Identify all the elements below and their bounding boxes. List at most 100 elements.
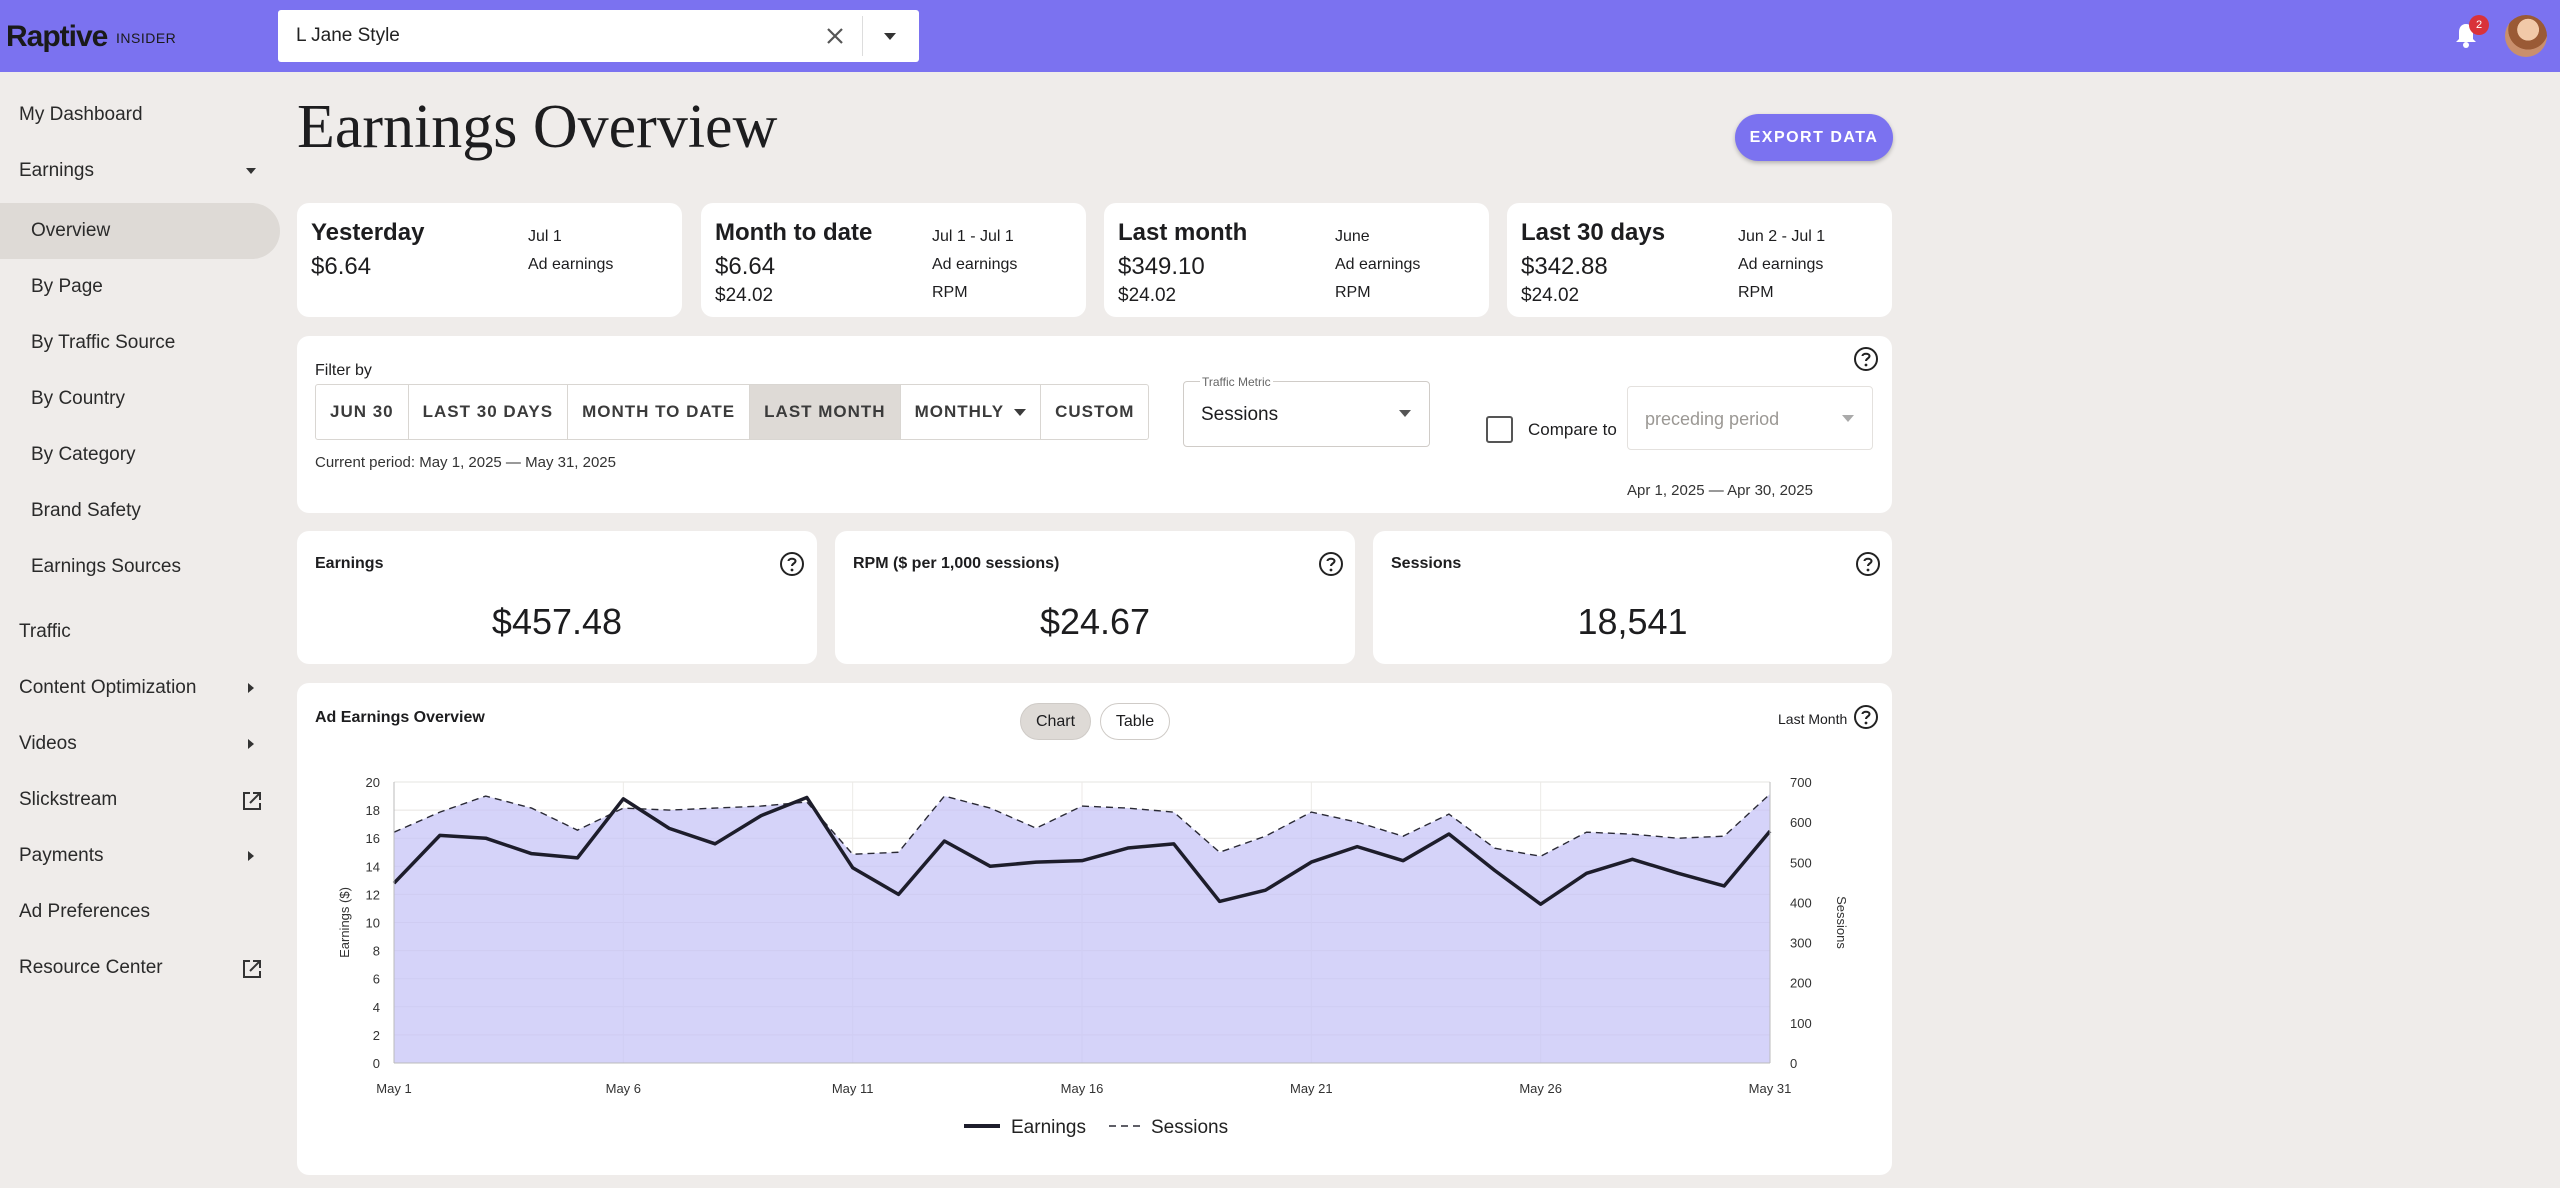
summary-date: Jul 1 [528, 228, 562, 245]
period-last-month-button[interactable]: LAST MONTH [750, 385, 901, 439]
y2-tick-label: 300 [1790, 936, 1812, 951]
chart-view-toggle[interactable]: Chart [1020, 703, 1091, 740]
metric-card-rpm: RPM ($ per 1,000 sessions) $24.67 [835, 531, 1355, 664]
metric-card-sessions: Sessions 18,541 [1373, 531, 1892, 664]
y-tick-label: 20 [366, 775, 380, 790]
sessions-area [394, 794, 1770, 1063]
period-segmented-control: JUN 30 LAST 30 DAYS MONTH TO DATE LAST M… [315, 384, 1150, 440]
traffic-metric-select[interactable]: Traffic Metric Sessions [1183, 375, 1430, 447]
metric-value: $24.67 [1039, 601, 1151, 642]
y-tick-label: 6 [373, 972, 380, 987]
avatar[interactable] [2505, 15, 2547, 57]
sidebar-item-brand-safety[interactable]: Brand Safety [0, 483, 280, 539]
sidebar-item-earnings-sources[interactable]: Earnings Sources [0, 539, 280, 595]
caret-right-icon [248, 683, 254, 693]
select-divider [862, 16, 863, 56]
logo-subtitle: INSIDER [116, 30, 177, 46]
period-month-to-date-button[interactable]: MONTH TO DATE [568, 385, 751, 439]
help-icon[interactable] [779, 551, 805, 577]
y-tick-label: 10 [366, 916, 380, 931]
filter-card: Filter by JUN 30 LAST 30 DAYS MONTH TO D… [297, 336, 1892, 513]
table-view-toggle[interactable]: Table [1100, 703, 1170, 740]
x-tick-label: May 11 [832, 1081, 874, 1096]
period-custom-button[interactable]: CUSTOM [1055, 402, 1135, 421]
summary-card-month-to-date: Month to date $6.64 $24.02 Jul 1 - Jul 1… [701, 203, 1086, 317]
earnings-line [392, 795, 1772, 906]
summary-value: $342.88 [1521, 253, 1608, 280]
x-tick-label: May 21 [1290, 1081, 1333, 1096]
compare-period-select[interactable]: preceding period [1627, 386, 1873, 450]
sidebar-item-payments[interactable]: Payments [0, 828, 280, 884]
traffic-metric-value: Sessions [1201, 404, 1279, 425]
legend-earnings-label: Earnings [1011, 1117, 1086, 1138]
sidebar-item-slickstream[interactable]: Slickstream [0, 772, 280, 828]
compare-period-placeholder: preceding period [1645, 409, 1780, 429]
caret-right-icon [248, 739, 254, 749]
sidebar-item-earnings[interactable]: Earnings [0, 143, 280, 199]
site-select-value[interactable]: L Jane Style [296, 25, 400, 46]
legend-sessions-label: Sessions [1151, 1117, 1228, 1138]
export-data-button[interactable]: EXPORT DATA [1735, 114, 1893, 161]
sidebar-item-label: Earnings Sources [31, 556, 181, 577]
y2-tick-label: 600 [1790, 815, 1812, 830]
sidebar-item-traffic[interactable]: Traffic [0, 604, 280, 660]
y-tick-label: 4 [373, 1000, 380, 1015]
x-tick-label: May 6 [606, 1081, 641, 1096]
summary-value-label: Ad earnings [528, 256, 614, 273]
period-last-30-days-button[interactable]: LAST 30 DAYS [409, 385, 569, 439]
ad-earnings-chart-card: Ad Earnings Overview Chart Table Last Mo… [297, 683, 1892, 1175]
y-tick-label: 18 [366, 803, 380, 818]
chevron-down-icon[interactable] [878, 26, 902, 46]
summary-card-last-30-days: Last 30 days $342.88 $24.02 Jun 2 - Jul … [1507, 203, 1892, 317]
sidebar-item-ad-preferences[interactable]: Ad Preferences [0, 884, 280, 940]
sidebar-item-label: By Page [31, 276, 103, 297]
page-title: Earnings Overview [297, 93, 778, 161]
help-icon[interactable] [1855, 551, 1881, 577]
help-icon[interactable] [1853, 704, 1879, 730]
summary-rpm: $24.02 [1118, 285, 1177, 306]
y2-tick-label: 0 [1790, 1056, 1797, 1071]
summary-rpm: $24.02 [1521, 285, 1580, 306]
y-tick-label: 12 [366, 887, 380, 902]
sidebar-item-resource-center[interactable]: Resource Center [0, 940, 280, 996]
sidebar-item-content-optimization[interactable]: Content Optimization [0, 660, 280, 716]
compare-checkbox[interactable] [1486, 416, 1513, 443]
y-tick-label: 2 [373, 1028, 380, 1043]
metric-card-earnings: Earnings $457.48 [297, 531, 817, 664]
site-select[interactable]: L Jane Style [278, 10, 919, 62]
y2-tick-label: 400 [1790, 895, 1812, 910]
summary-value: $6.64 [715, 253, 776, 280]
help-icon[interactable] [1318, 551, 1344, 577]
period-monthly-dropdown[interactable]: MONTHLY [901, 385, 1042, 439]
summary-rpm-label: RPM [1738, 284, 1774, 301]
caret-right-icon [248, 851, 254, 861]
summary-card-last-month: Last month $349.10 $24.02 June Ad earnin… [1104, 203, 1489, 317]
sidebar-item-by-traffic-source[interactable]: By Traffic Source [0, 315, 280, 371]
sidebar-item-my-dashboard[interactable]: My Dashboard [0, 87, 280, 143]
sidebar-item-label: Slickstream [19, 789, 118, 810]
y-tick-label: 14 [366, 859, 380, 874]
summary-title: Last month [1118, 219, 1248, 246]
filter-label: Filter by [315, 362, 372, 379]
summary-value: $6.64 [311, 253, 372, 280]
compare-label: Compare to [1528, 420, 1617, 439]
metric-value: 18,541 [1577, 601, 1688, 642]
close-icon[interactable] [818, 19, 852, 53]
sidebar-item-by-country[interactable]: By Country [0, 371, 280, 427]
sidebar-item-by-page[interactable]: By Page [0, 259, 280, 315]
y2-axis-title: Sessions [1834, 896, 1849, 949]
raptive-logo[interactable]: Raptive [6, 20, 108, 53]
summary-rpm-label: RPM [1335, 284, 1371, 301]
notification-badge: 2 [2469, 15, 2489, 35]
sidebar-item-label: By Country [31, 388, 125, 409]
sidebar-item-label: Content Optimization [19, 677, 197, 698]
sidebar-item-by-category[interactable]: By Category [0, 427, 280, 483]
help-icon[interactable] [1853, 346, 1879, 372]
sidebar-item-label: Earnings [19, 160, 94, 181]
period-monthly-label: MONTHLY [914, 402, 1005, 421]
sidebar-item-overview[interactable]: Overview [0, 203, 280, 259]
period-jun-30-button[interactable]: JUN 30 [316, 385, 409, 439]
sidebar-item-videos[interactable]: Videos [0, 716, 280, 772]
metric-title: Earnings [315, 555, 384, 572]
caret-down-icon [1842, 415, 1854, 422]
